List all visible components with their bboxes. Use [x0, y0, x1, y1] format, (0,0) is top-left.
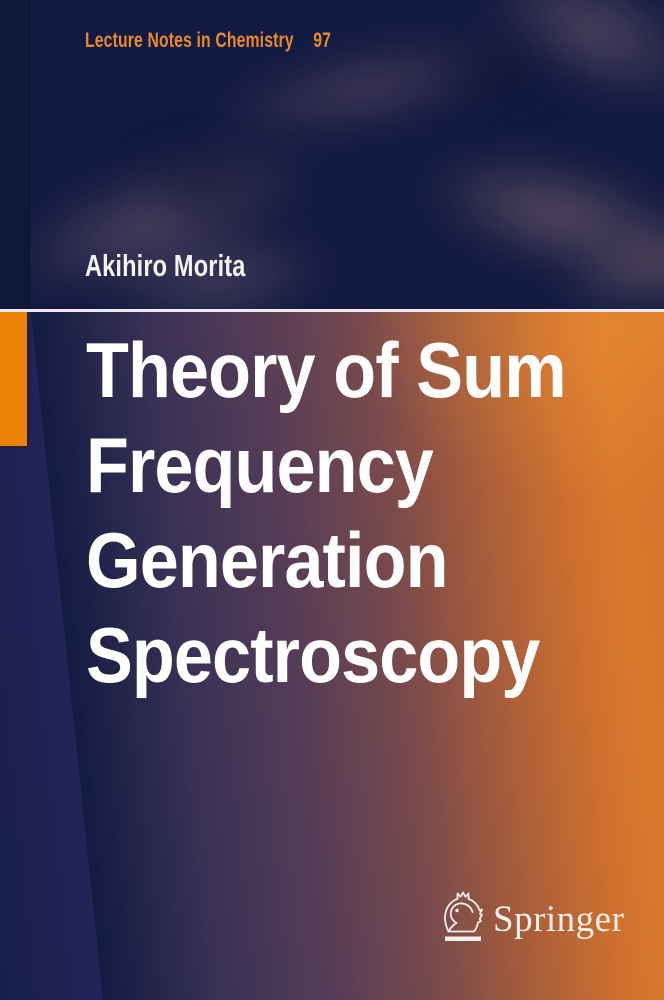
accent-square: [0, 312, 29, 448]
title-line-1: Theory of Sum: [86, 326, 567, 414]
book-title: Theory of Sum Frequency Generation Spect…: [86, 323, 567, 703]
divider-line: [0, 309, 664, 312]
series-title: Lecture Notes in Chemistry: [85, 29, 294, 52]
top-panel: Lecture Notes in Chemistry 97 Akihiro Mo…: [0, 0, 664, 310]
left-edge-strip: [0, 0, 30, 310]
title-line-2: Frequency: [86, 421, 434, 509]
title-line-4: Spectroscopy: [86, 611, 540, 699]
publisher-name: Springer: [493, 899, 625, 940]
series-line: Lecture Notes in Chemistry 97: [85, 29, 331, 53]
smoke-texture: [29, 0, 664, 310]
title-line-3: Generation: [86, 516, 448, 604]
series-volume-number: 97: [313, 29, 332, 52]
springer-horse-icon: [444, 891, 483, 941]
author-name: Akihiro Morita: [85, 248, 246, 283]
publisher-logo: Springer: [441, 889, 624, 943]
